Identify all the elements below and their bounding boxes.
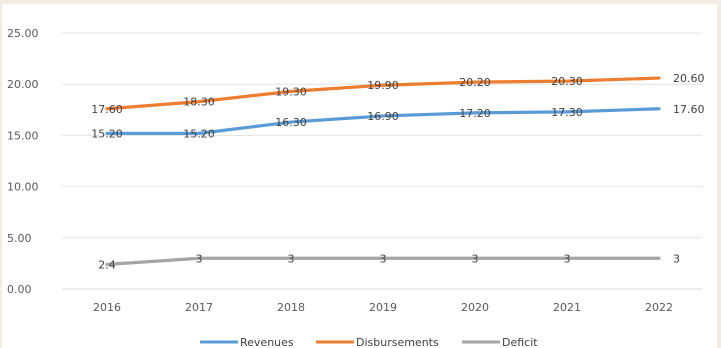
- series-line-disbursements: [105, 76, 661, 111]
- data-label: 20.60: [673, 72, 705, 85]
- data-labels: 15.20 15.20 16.30 16.90 17.20 17.30 17.60 17.60…: [91, 72, 704, 271]
- x-tick-label: 2017: [185, 301, 213, 314]
- x-tick-label: 2022: [645, 301, 673, 314]
- y-tick-label: 25.00: [7, 27, 39, 40]
- x-tick-label: 2018: [277, 301, 305, 314]
- data-label: 3: [564, 252, 571, 265]
- data-label: 19.90: [367, 79, 399, 92]
- data-label: 20.20: [459, 76, 491, 89]
- data-label: 17.60: [91, 103, 123, 116]
- data-label: 19.30: [275, 85, 307, 98]
- y-tick-label: 10.00: [7, 181, 39, 194]
- series-line-deficit: [105, 256, 661, 267]
- x-axis-ticks: 2016 2017 2018 2019 2020 2021 2022: [93, 301, 673, 314]
- data-label: 3: [472, 252, 479, 265]
- series-line-revenues: [105, 107, 661, 135]
- x-tick-label: 2019: [369, 301, 397, 314]
- x-tick-label: 2021: [553, 301, 581, 314]
- legend-label: Deficit: [502, 336, 538, 348]
- legend: Revenues Disbursements Deficit: [200, 336, 538, 348]
- legend-label: Revenues: [240, 336, 294, 348]
- y-tick-label: 5.00: [7, 232, 32, 245]
- y-axis-ticks: 0.00 5.00 10.00 15.00 20.00 25.00: [7, 27, 39, 296]
- series-lines: [105, 76, 661, 267]
- data-label: 18.30: [183, 96, 215, 109]
- data-label: 3: [380, 252, 387, 265]
- legend-label: Disbursements: [356, 336, 439, 348]
- data-label: 16.90: [367, 110, 399, 123]
- data-label: 15.20: [183, 127, 215, 140]
- data-label: 16.30: [275, 116, 307, 129]
- x-tick-label: 2020: [461, 301, 489, 314]
- data-label: 3: [288, 252, 295, 265]
- y-tick-label: 0.00: [7, 283, 32, 296]
- data-label: 17.60: [673, 103, 705, 116]
- data-label: 15.20: [91, 127, 123, 140]
- data-label: 17.20: [459, 107, 491, 120]
- y-tick-label: 20.00: [7, 78, 39, 91]
- gridlines: [62, 32, 702, 290]
- x-tick-label: 2016: [93, 301, 121, 314]
- data-label: 3: [196, 252, 203, 265]
- data-label: 2.4: [98, 258, 116, 271]
- data-label: 20.30: [551, 75, 583, 88]
- data-label: 17.30: [551, 106, 583, 119]
- y-tick-label: 15.00: [7, 129, 39, 142]
- data-label: 3: [673, 252, 680, 265]
